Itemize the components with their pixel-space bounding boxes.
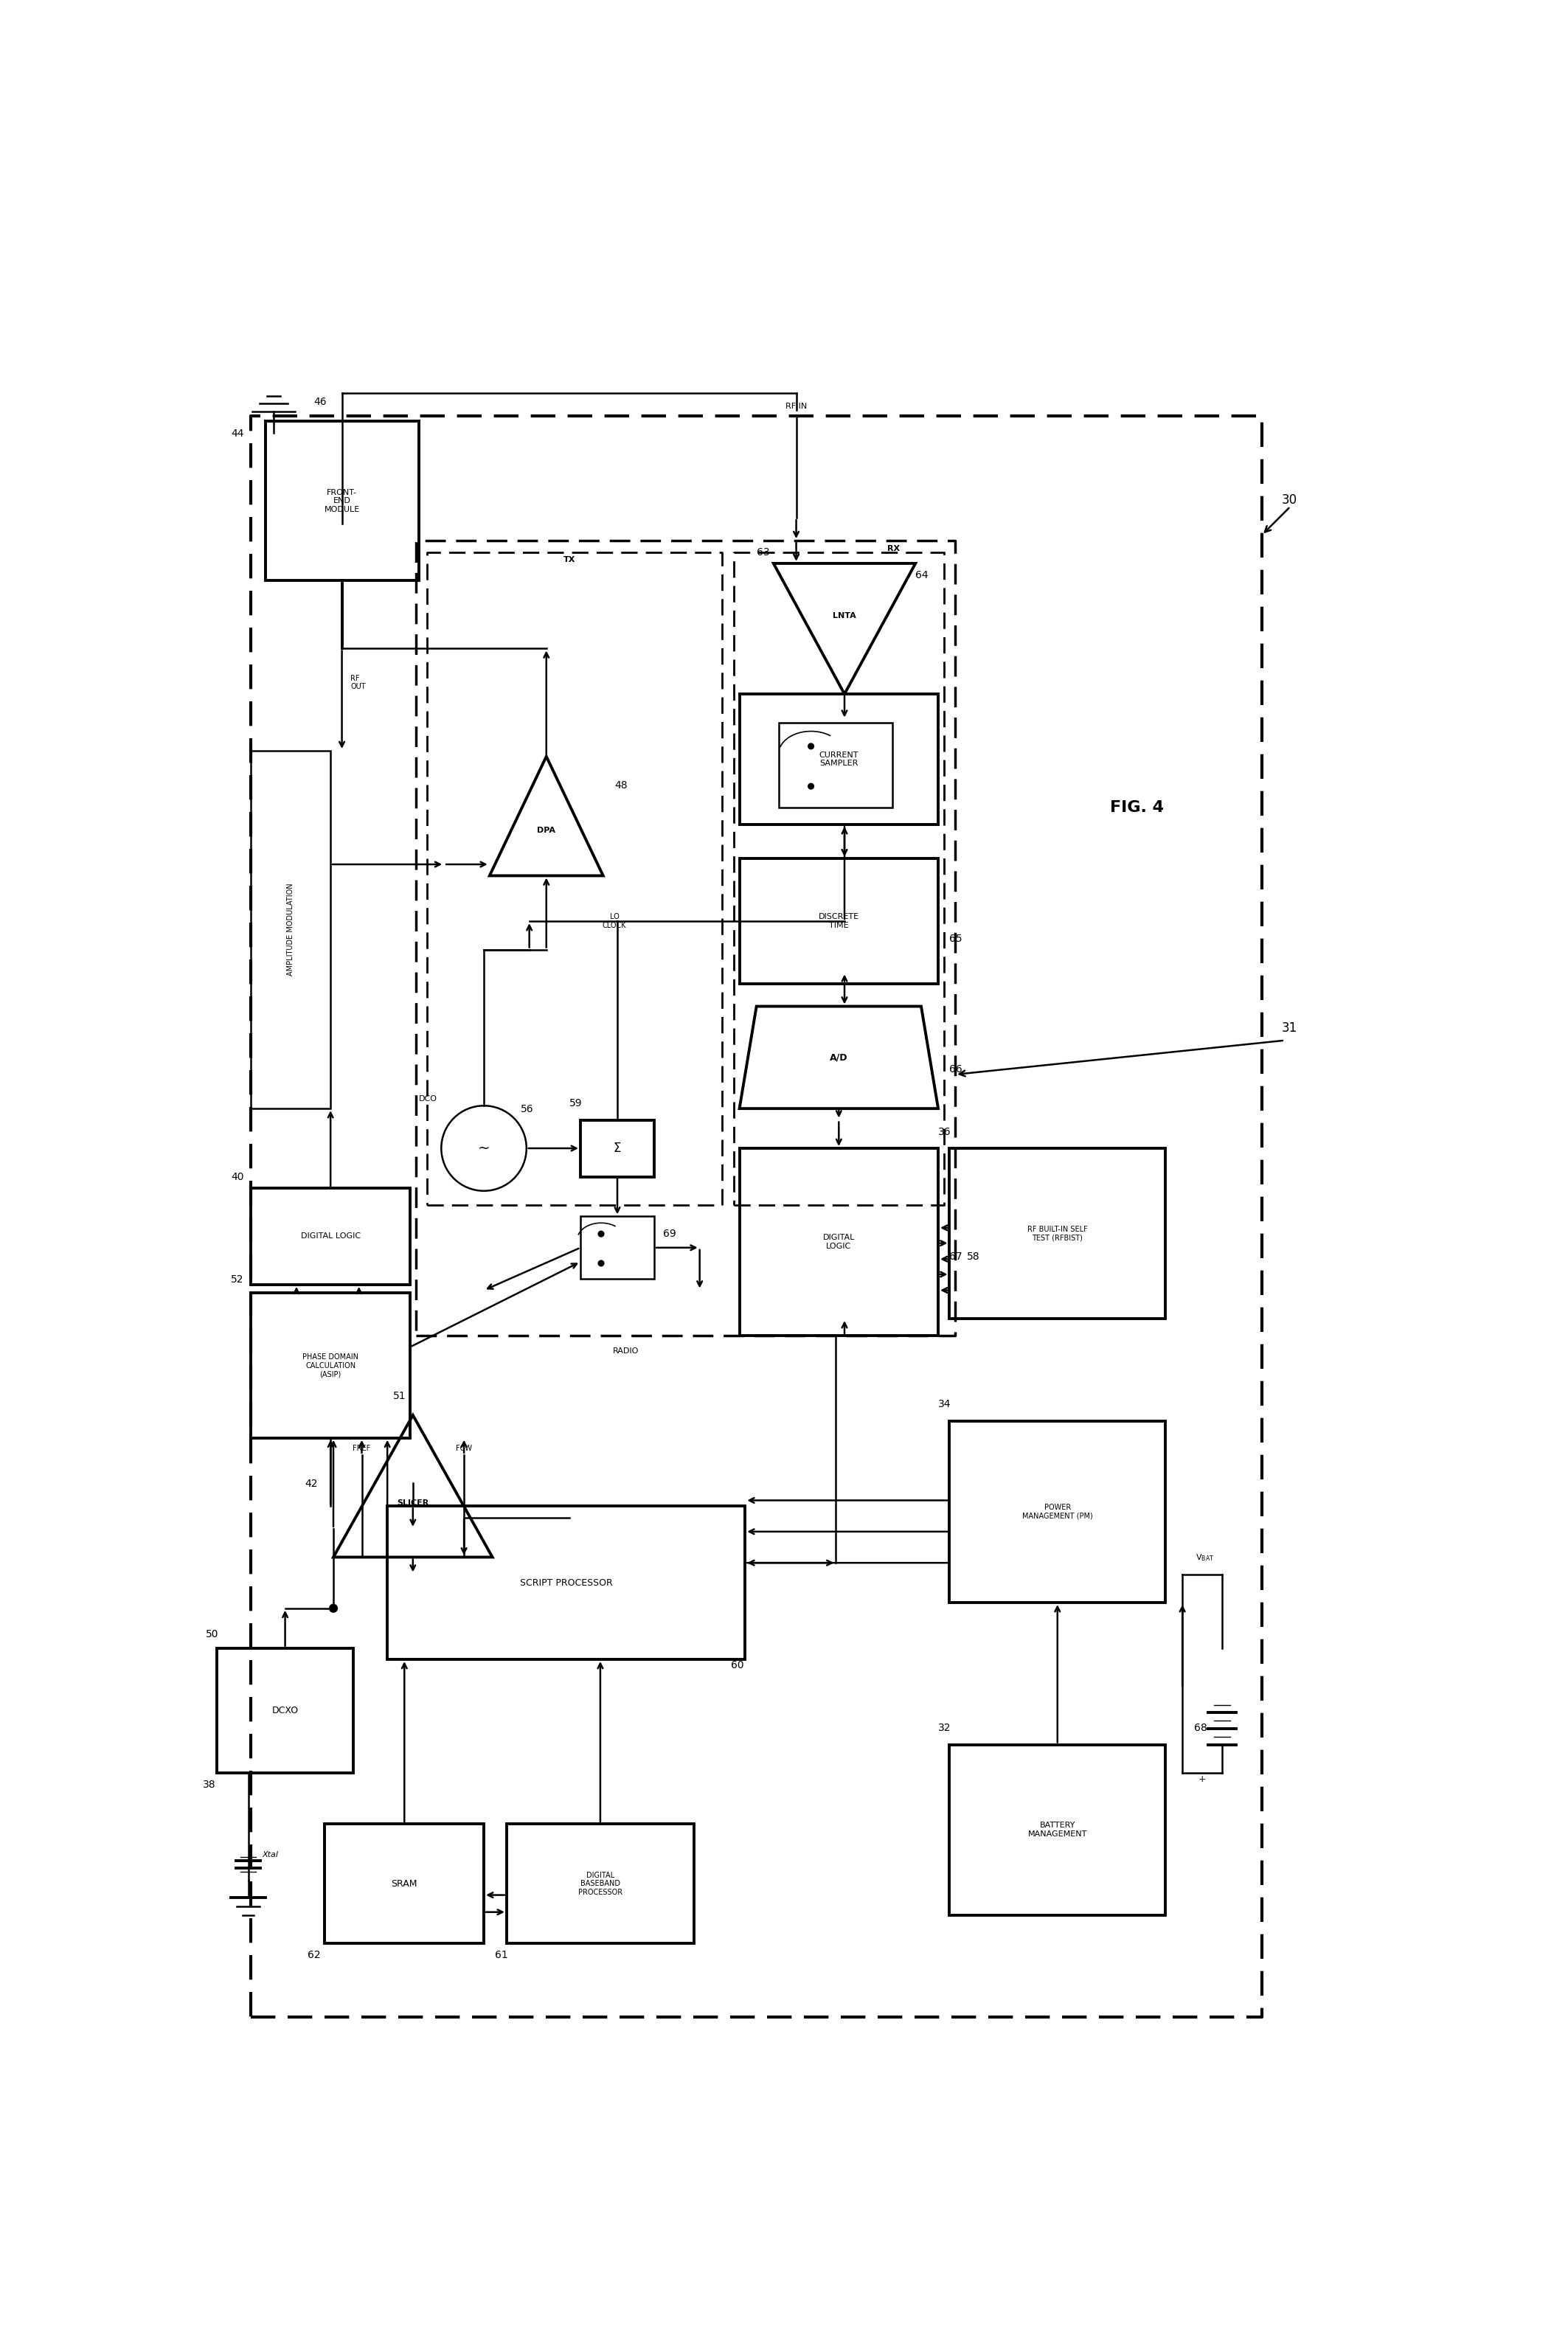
Text: SRAM: SRAM: [392, 1879, 417, 1888]
Text: RF BUILT-IN SELF
TEST (RFBIST): RF BUILT-IN SELF TEST (RFBIST): [1027, 1225, 1088, 1242]
Text: 50: 50: [205, 1628, 218, 1640]
Bar: [387, 1507, 745, 1659]
Text: ~: ~: [478, 1141, 489, 1155]
Text: RX: RX: [887, 544, 900, 553]
Text: 40: 40: [230, 1172, 245, 1183]
Circle shape: [808, 743, 814, 750]
Bar: [740, 858, 938, 984]
Bar: [506, 1825, 695, 1942]
Text: RADIO: RADIO: [613, 1347, 638, 1354]
Bar: [950, 1148, 1165, 1319]
Bar: [779, 722, 892, 808]
Text: 51: 51: [394, 1392, 406, 1401]
Text: RF IN: RF IN: [786, 403, 808, 410]
Bar: [251, 1293, 411, 1439]
Text: DCXO: DCXO: [271, 1706, 298, 1715]
Text: 61: 61: [495, 1949, 508, 1961]
Text: FIG. 4: FIG. 4: [1110, 801, 1163, 815]
Text: 48: 48: [615, 780, 627, 790]
Text: A/D: A/D: [829, 1052, 848, 1061]
Text: 44: 44: [230, 429, 245, 438]
Bar: [740, 694, 938, 825]
Bar: [580, 1120, 654, 1176]
Text: 68: 68: [1193, 1722, 1207, 1734]
Text: PHASE DOMAIN
CALCULATION
(ASIP): PHASE DOMAIN CALCULATION (ASIP): [303, 1354, 359, 1378]
Bar: [325, 1825, 485, 1942]
Text: FCW: FCW: [456, 1446, 472, 1453]
Text: CURRENT
SAMPLER: CURRENT SAMPLER: [818, 752, 859, 766]
Bar: [740, 1148, 938, 1336]
Text: +: +: [1198, 1774, 1206, 1785]
Text: BATTERY
MANAGEMENT: BATTERY MANAGEMENT: [1027, 1823, 1087, 1837]
Text: 31: 31: [1281, 1022, 1297, 1036]
Text: 62: 62: [307, 1949, 321, 1961]
Text: 58: 58: [966, 1251, 980, 1263]
Text: SCRIPT PROCESSOR: SCRIPT PROCESSOR: [521, 1577, 613, 1589]
Text: 67: 67: [950, 1251, 963, 1263]
Text: POWER
MANAGEMENT (PM): POWER MANAGEMENT (PM): [1022, 1504, 1093, 1521]
Text: 65: 65: [950, 933, 963, 944]
Text: 64: 64: [916, 569, 928, 581]
Text: 52: 52: [230, 1275, 245, 1284]
Circle shape: [329, 1605, 337, 1612]
Text: 36: 36: [938, 1127, 952, 1136]
Text: 42: 42: [306, 1478, 318, 1490]
Text: 56: 56: [521, 1104, 533, 1115]
Bar: [265, 422, 419, 581]
Bar: [950, 1746, 1165, 1914]
Text: Σ: Σ: [613, 1141, 621, 1155]
Text: DISCRETE
TIME: DISCRETE TIME: [818, 914, 859, 930]
Circle shape: [599, 1230, 604, 1237]
Text: LO
CLOCK: LO CLOCK: [602, 914, 627, 930]
Text: DIGITAL
LOGIC: DIGITAL LOGIC: [823, 1235, 855, 1249]
Bar: [251, 1188, 411, 1284]
Circle shape: [808, 783, 814, 790]
Text: 32: 32: [938, 1722, 952, 1734]
Bar: [580, 1216, 654, 1279]
Text: Xtal: Xtal: [262, 1851, 279, 1858]
Text: V$_{\mathrm{BAT}}$: V$_{\mathrm{BAT}}$: [1196, 1553, 1214, 1563]
Text: 46: 46: [314, 396, 326, 408]
Text: 60: 60: [731, 1661, 743, 1671]
Text: 66: 66: [950, 1064, 963, 1075]
Text: DCO: DCO: [419, 1097, 437, 1104]
Text: 38: 38: [202, 1781, 216, 1790]
Text: 63: 63: [756, 548, 770, 558]
Text: 69: 69: [663, 1228, 676, 1239]
Text: FREF: FREF: [353, 1446, 370, 1453]
Bar: [251, 750, 331, 1108]
Text: 30: 30: [1281, 494, 1297, 506]
Bar: [216, 1647, 353, 1774]
Text: DIGITAL LOGIC: DIGITAL LOGIC: [301, 1232, 361, 1239]
Text: DPA: DPA: [538, 827, 555, 834]
Text: TX: TX: [563, 555, 575, 562]
Text: RF
OUT: RF OUT: [350, 675, 365, 691]
Text: LNTA: LNTA: [833, 612, 856, 619]
Text: FRONT-
END
MODULE: FRONT- END MODULE: [325, 490, 359, 513]
Text: 34: 34: [938, 1399, 952, 1410]
Text: SLICER: SLICER: [397, 1500, 428, 1507]
Circle shape: [599, 1261, 604, 1265]
Text: 59: 59: [569, 1099, 582, 1108]
Bar: [950, 1420, 1165, 1603]
Text: DIGITAL
BASEBAND
PROCESSOR: DIGITAL BASEBAND PROCESSOR: [579, 1872, 622, 1895]
Text: AMPLITUDE MODULATION: AMPLITUDE MODULATION: [287, 883, 295, 977]
